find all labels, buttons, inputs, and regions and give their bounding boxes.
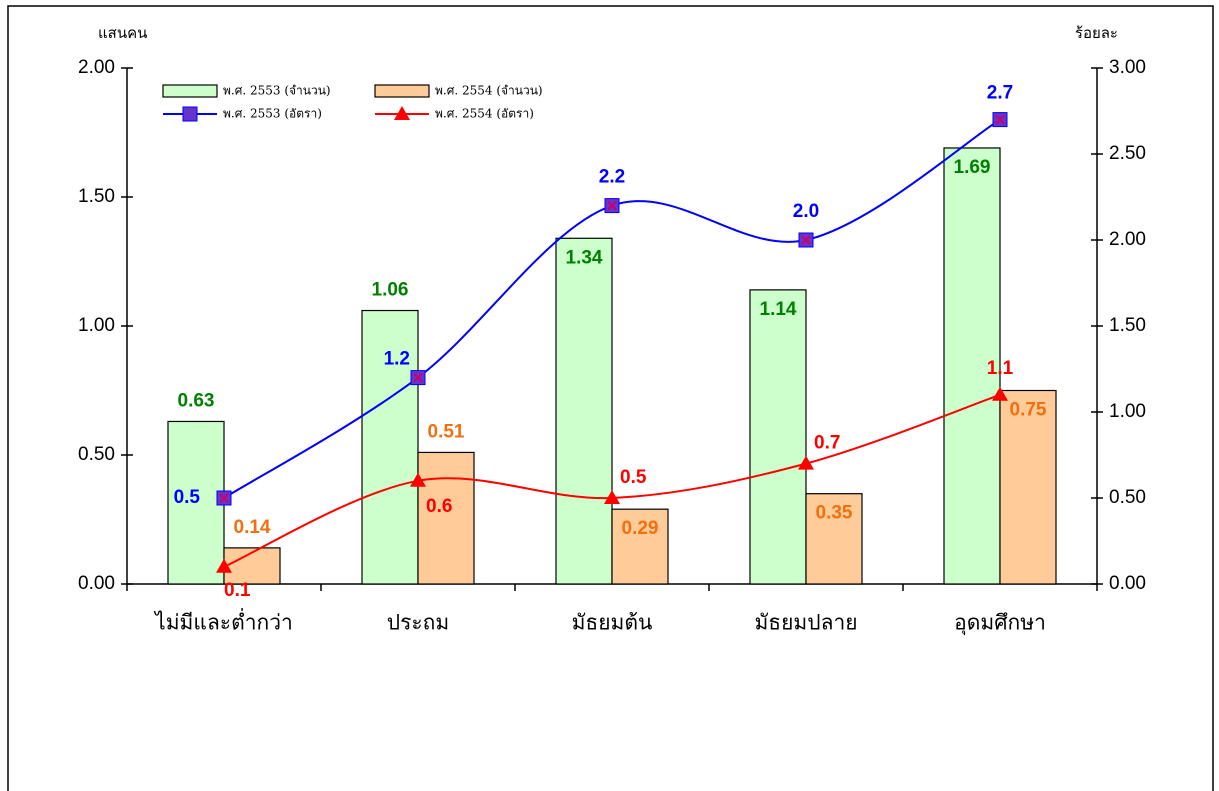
bar xyxy=(943,147,1001,585)
x-tick-label: มัธยมต้น xyxy=(572,612,653,635)
marker-cross xyxy=(219,493,229,503)
bar xyxy=(167,420,225,585)
y2-tick-label: 3.00 xyxy=(1109,57,1146,78)
bar-label: 1.14 xyxy=(760,299,797,320)
bar-label: 0.29 xyxy=(622,518,659,539)
bar-label: 0.63 xyxy=(178,390,215,411)
y-tick-label: 0.50 xyxy=(78,444,115,465)
line-label: 1.2 xyxy=(384,349,410,370)
x-tick-label: ไม่มีและต่ำกว่า xyxy=(153,608,293,635)
marker-cross xyxy=(995,114,1005,125)
marker-cross xyxy=(413,372,423,383)
y-axis-title: แสนคน xyxy=(98,24,147,42)
x-tick-label: อุดมศึกษา xyxy=(954,612,1046,636)
bar xyxy=(361,309,419,585)
y2-tick-label: 0.50 xyxy=(1109,487,1146,508)
line-label: 1.1 xyxy=(987,358,1014,379)
bar xyxy=(805,493,863,585)
line-label: 0.7 xyxy=(814,433,840,454)
y-tick-label: 2.00 xyxy=(78,57,115,78)
x-tick-label: มัธยมปลาย xyxy=(754,612,857,635)
legend-label: พ.ศ. 2553 (อัตรา) xyxy=(223,107,322,121)
marker-cross xyxy=(801,235,811,245)
line-label: 0.5 xyxy=(620,467,647,488)
bar-label: 0.75 xyxy=(1010,400,1047,421)
bar-label: 0.14 xyxy=(234,517,271,538)
bar-label: 1.34 xyxy=(566,247,603,268)
bar xyxy=(749,289,807,585)
y-tick-label: 1.00 xyxy=(78,315,115,336)
x-tick-label: ประถม xyxy=(387,612,449,635)
marker xyxy=(410,472,426,487)
line-label: 2.7 xyxy=(987,83,1013,104)
line-label: 0.6 xyxy=(426,496,452,517)
legend-label: พ.ศ. 2554 (อัตรา) xyxy=(435,107,534,121)
line-label: 0.1 xyxy=(224,580,251,601)
bar-label: 1.06 xyxy=(372,280,409,301)
bar xyxy=(999,389,1057,585)
marker xyxy=(798,455,814,470)
bar-label: 1.69 xyxy=(954,157,991,178)
legend-label: พ.ศ. 2554 (จำนวน) xyxy=(435,84,543,98)
legend-marker xyxy=(394,106,410,120)
legend-label: พ.ศ. 2553 (จำนวน) xyxy=(223,84,331,98)
bar xyxy=(417,451,475,585)
legend-swatch xyxy=(374,84,430,98)
y2-tick-label: 0.00 xyxy=(1109,573,1146,594)
bar xyxy=(611,508,669,585)
y-tick-label: 1.50 xyxy=(78,186,115,207)
y2-tick-label: 1.50 xyxy=(1109,315,1146,336)
line-label: 2.2 xyxy=(599,167,625,188)
y2-axis-title: ร้อยละ xyxy=(1075,24,1118,42)
legend-swatch xyxy=(162,84,218,98)
y-tick-label: 0.00 xyxy=(78,573,115,594)
marker xyxy=(604,490,620,504)
legend-marker xyxy=(182,106,198,122)
line-label: 0.5 xyxy=(174,487,201,508)
marker xyxy=(216,558,232,573)
bar-label: 0.51 xyxy=(428,421,465,442)
y2-tick-label: 2.50 xyxy=(1109,143,1146,164)
marker-cross xyxy=(607,200,617,211)
bar-label: 0.35 xyxy=(816,503,853,524)
marker xyxy=(992,386,1008,401)
bar xyxy=(555,237,613,585)
y2-tick-label: 2.00 xyxy=(1109,229,1146,250)
y2-tick-label: 1.00 xyxy=(1109,401,1146,422)
line-label: 2.0 xyxy=(793,201,819,222)
